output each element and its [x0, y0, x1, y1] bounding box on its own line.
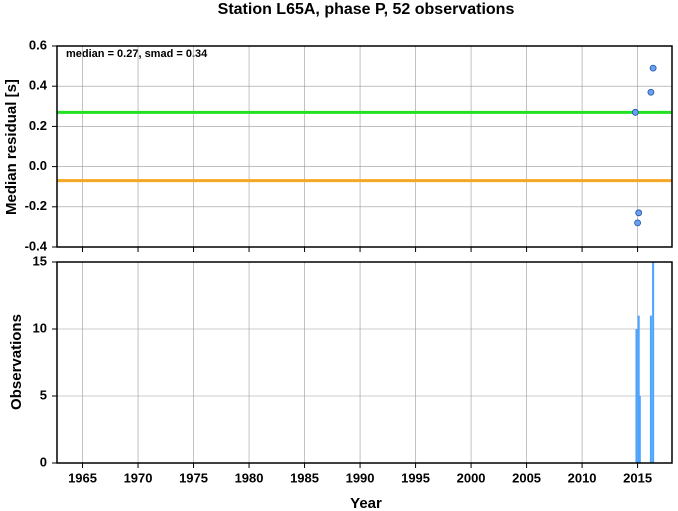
y-tick-label: -0.4 — [25, 238, 48, 253]
x-tick-label: 2000 — [457, 470, 486, 485]
bar — [637, 315, 640, 463]
point — [635, 209, 643, 217]
x-tick-label: 1965 — [68, 470, 97, 485]
x-tick-label: 1995 — [401, 470, 430, 485]
x-tick-label: 1975 — [179, 470, 208, 485]
chart-title: Station L65A, phase P, 52 observations — [218, 1, 515, 18]
y-tick-label: -0.2 — [25, 198, 47, 213]
y-tick-label: 0.0 — [29, 158, 47, 173]
x-tick-label: 1970 — [124, 470, 153, 485]
point — [647, 88, 655, 96]
x-tick-label: 2005 — [512, 470, 541, 485]
y-tick-label: 0 — [40, 454, 47, 469]
y-tick-label: 0.4 — [29, 78, 48, 93]
bar — [635, 329, 638, 463]
bar — [652, 262, 655, 463]
x-tick-label: 1985 — [290, 470, 319, 485]
x-tick-label: 2010 — [568, 470, 597, 485]
y-axis-label: Observations — [8, 314, 25, 410]
y-tick-label: 0.2 — [29, 118, 47, 133]
x-tick-label: 2015 — [623, 470, 652, 485]
annotation: median = 0.27, smad = 0.34 — [66, 48, 208, 60]
plot-frame — [56, 45, 673, 248]
point — [631, 108, 639, 116]
x-tick-label: 1990 — [346, 470, 375, 485]
bar — [649, 315, 652, 463]
y-tick-label: 5 — [40, 387, 47, 402]
y-tick-label: 15 — [33, 253, 47, 268]
point — [634, 219, 641, 227]
plot-frame — [56, 261, 673, 464]
point — [649, 64, 657, 72]
x-tick-label: 1980 — [235, 470, 264, 485]
x-axis-label: Year — [350, 495, 382, 511]
y-tick-label: 0.6 — [29, 37, 47, 52]
y-axis-label: Median residual [s] — [3, 79, 20, 215]
bar — [638, 396, 641, 463]
y-tick-label: 10 — [33, 320, 47, 335]
